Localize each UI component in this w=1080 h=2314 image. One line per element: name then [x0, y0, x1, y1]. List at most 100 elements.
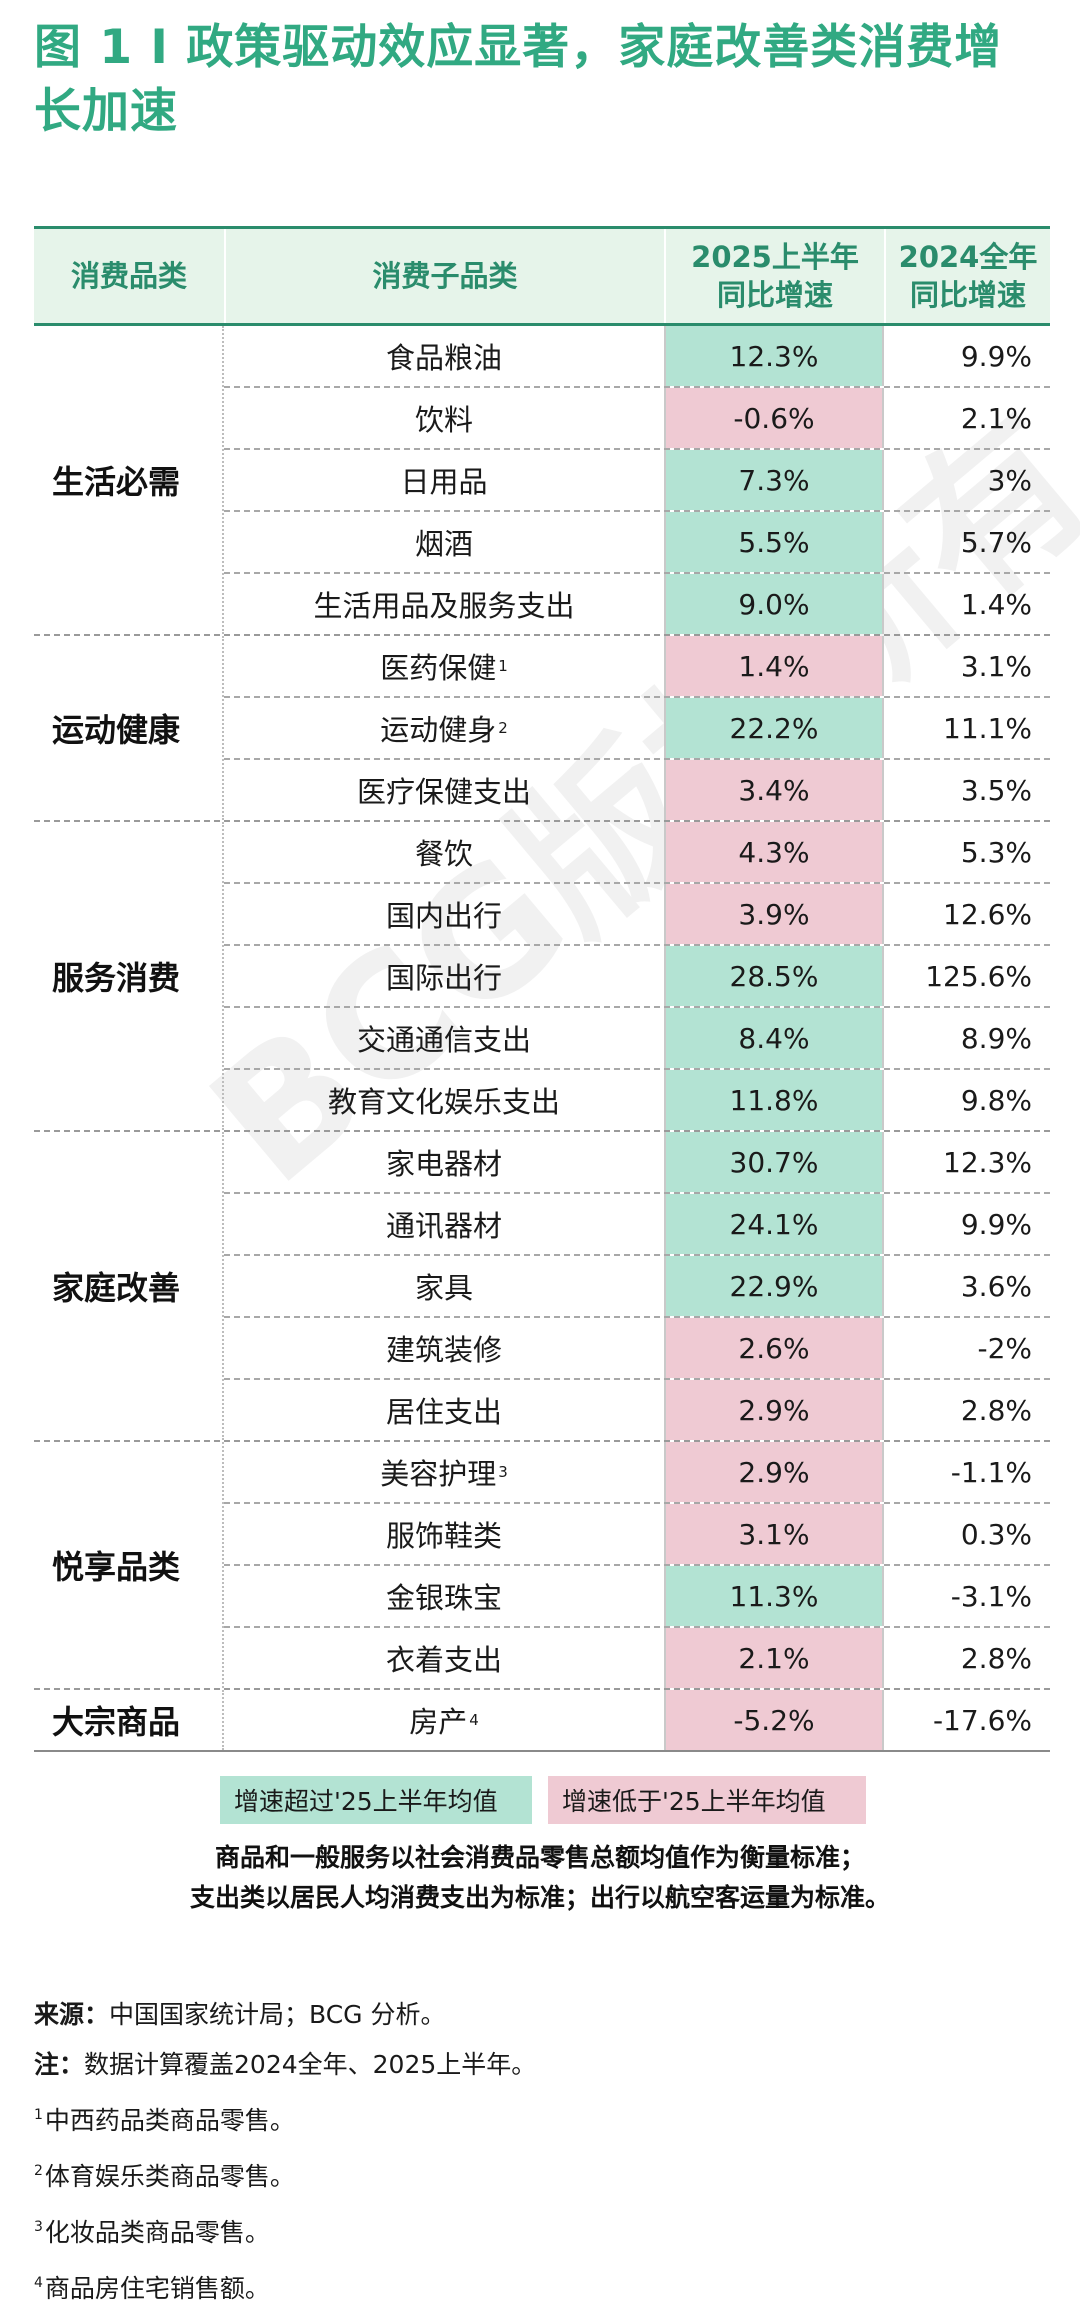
- subcategory-rows: 餐饮 4.3% 5.3% 国内出行 3.9% 12.6% 国际出行 28.5% 125.6% 交通…: [224, 822, 1050, 1130]
- growth-2025-h1-cell: 3.9%: [664, 884, 884, 944]
- subcategory-label: 餐饮: [414, 837, 473, 871]
- table-row: 医疗保健支出 3.4% 3.5%: [224, 758, 1050, 820]
- growth-2024-fy-cell: 5.3%: [960, 835, 1032, 869]
- subcategory-cell: 通讯器材: [224, 1194, 664, 1254]
- subcategory-rows: 美容护理 3 2.9% -1.1% 服饰鞋类 3.1% 0.3% 金银珠宝 11.3% -3.1%…: [224, 1442, 1050, 1688]
- footnote: 4商品房住宅销售额。: [34, 2258, 1034, 2314]
- subcategory-cell: 日用品: [224, 450, 664, 510]
- footnote: 3化妆品类商品零售。: [34, 2202, 1034, 2258]
- growth-2024-fy-cell: 9.8%: [960, 1083, 1032, 1117]
- growth-2024-fy-cell: 2.8%: [960, 1393, 1032, 1427]
- growth-2024-fy-cell: -17.6%: [932, 1703, 1032, 1737]
- growth-2024-fy-cell: 9.9%: [960, 1207, 1032, 1241]
- table-row: 家具 22.9% 3.6%: [224, 1254, 1050, 1316]
- growth-2024-fy-cell: 1.4%: [960, 587, 1032, 621]
- growth-2024-fy-cell: 12.3%: [943, 1145, 1032, 1179]
- growth-2024-fy-cell: 8.9%: [960, 1021, 1032, 1055]
- table-row: 食品粮油 12.3% 9.9%: [224, 326, 1050, 386]
- growth-2024-fy-cell: -1.1%: [950, 1455, 1032, 1489]
- subcategory-label: 房产: [409, 1705, 468, 1739]
- category-name: 生活必需: [34, 326, 224, 634]
- subcategory-cell: 国内出行: [224, 884, 664, 944]
- subcategory-label: 金银珠宝: [385, 1581, 502, 1615]
- subcategory-label: 交通通信支出: [356, 1023, 531, 1057]
- growth-table: 消费品类 消费子品类 2025上半年同比增速 2024全年同比增速 生活必需 食品…: [34, 226, 1050, 1752]
- source-label: 来源：: [34, 2000, 110, 2029]
- category-name: 家庭改善: [34, 1132, 224, 1440]
- footnote-text: 体育娱乐类商品零售。: [44, 2162, 295, 2191]
- footnote-marker: 2: [498, 719, 508, 737]
- table-row: 国内出行 3.9% 12.6%: [224, 882, 1050, 944]
- table-body: 生活必需 食品粮油 12.3% 9.9% 饮料 -0.6% 2.1% 日用品 7.3% 3% 烟酒 5…: [34, 326, 1050, 1752]
- page-title: 图 1 I 政策驱动效应显著，家庭改善类消费增长加速: [34, 20, 1003, 139]
- criteria-line: 商品和一般服务以社会消费品零售总额均值作为衡量标准；: [214, 1843, 865, 1872]
- growth-2024-fy-cell: 125.6%: [925, 959, 1032, 993]
- subcategory-label: 通讯器材: [385, 1209, 502, 1243]
- growth-2024-fy-cell: 3.6%: [960, 1269, 1032, 1303]
- footnote-number: 3: [34, 2219, 43, 2235]
- header-2025-h1: 2025上半年同比增速: [664, 229, 884, 323]
- growth-2024-fy-cell: -2%: [977, 1331, 1032, 1365]
- category-group: 运动健康 医药保健 1 1.4% 3.1% 运动健身 2 22.2% 11.1% 医疗保健支出 3.…: [34, 636, 1050, 822]
- header-2024-fy: 2024全年同比增速: [884, 229, 1050, 323]
- growth-2025-h1-cell: 2.1%: [664, 1628, 884, 1688]
- subcategory-label: 服饰鞋类: [385, 1519, 502, 1553]
- category-group: 生活必需 食品粮油 12.3% 9.9% 饮料 -0.6% 2.1% 日用品 7.3% 3% 烟酒 5…: [34, 326, 1050, 636]
- growth-2025-h1-cell: 4.3%: [664, 822, 884, 882]
- header-category: 消费品类: [70, 259, 187, 293]
- table-row: 居住支出 2.9% 2.8%: [224, 1378, 1050, 1440]
- growth-2025-h1-cell: 30.7%: [664, 1132, 884, 1192]
- subcategory-cell: 交通通信支出: [224, 1008, 664, 1068]
- table-row: 餐饮 4.3% 5.3%: [224, 822, 1050, 882]
- subcategory-label: 饮料: [414, 403, 473, 437]
- subcategory-cell: 家电器材: [224, 1132, 664, 1192]
- subcategory-label: 衣着支出: [385, 1643, 502, 1677]
- category-group: 家庭改善 家电器材 30.7% 12.3% 通讯器材 24.1% 9.9% 家具 22.9% 3.…: [34, 1132, 1050, 1442]
- subcategory-rows: 食品粮油 12.3% 9.9% 饮料 -0.6% 2.1% 日用品 7.3% 3% 烟酒 5.5% 5…: [224, 326, 1050, 634]
- table-row: 医药保健 1 1.4% 3.1%: [224, 636, 1050, 696]
- growth-2025-h1-cell: -5.2%: [664, 1690, 884, 1750]
- subcategory-label: 食品粮油: [385, 341, 502, 375]
- subcategory-label: 美容护理: [380, 1457, 497, 1491]
- growth-2025-h1-cell: 22.2%: [664, 698, 884, 758]
- category-name: 服务消费: [34, 822, 224, 1130]
- subcategory-cell: 衣着支出: [224, 1628, 664, 1688]
- subcategory-label: 运动健身: [380, 713, 497, 747]
- subcategory-cell: 国际出行: [224, 946, 664, 1006]
- growth-2024-fy-cell: 12.6%: [943, 897, 1032, 931]
- note-text: 数据计算覆盖2024全年、2025上半年。: [84, 2050, 537, 2079]
- footnote-marker: 1: [498, 657, 508, 675]
- subcategory-cell: 美容护理 3: [224, 1442, 664, 1502]
- footnote: 1中西药品类商品零售。: [34, 2090, 1034, 2146]
- growth-2025-h1-cell: 28.5%: [664, 946, 884, 1006]
- footnote-text: 中西药品类商品零售。: [44, 2106, 295, 2135]
- legend-above-average: 增速超过'25上半年均值: [220, 1776, 532, 1824]
- source-note: 来源：中国国家统计局；BCG 分析。: [34, 1990, 1034, 2040]
- category-name: 运动健康: [34, 636, 224, 820]
- subcategory-label: 日用品: [400, 465, 488, 499]
- subcategory-label: 家具: [414, 1271, 473, 1305]
- subcategory-cell: 建筑装修: [224, 1318, 664, 1378]
- subcategory-cell: 运动健身 2: [224, 698, 664, 758]
- notes: 来源：中国国家统计局；BCG 分析。 注：数据计算覆盖2024全年、2025上半…: [34, 1990, 1034, 2314]
- growth-2025-h1-cell: 3.4%: [664, 760, 884, 820]
- growth-2025-h1-cell: 2.9%: [664, 1380, 884, 1440]
- subcategory-cell: 家具: [224, 1256, 664, 1316]
- footnote-number: 4: [34, 2275, 43, 2291]
- category-group: 大宗商品 房产 4 -5.2% -17.6%: [34, 1690, 1050, 1752]
- growth-2024-fy-cell: 3.5%: [960, 773, 1032, 807]
- table-row: 衣着支出 2.1% 2.8%: [224, 1626, 1050, 1688]
- growth-2024-fy-cell: 3%: [987, 463, 1032, 497]
- table-row: 生活用品及服务支出 9.0% 1.4%: [224, 572, 1050, 634]
- table-row: 交通通信支出 8.4% 8.9%: [224, 1006, 1050, 1068]
- source-text: 中国国家统计局；BCG 分析。: [109, 2000, 446, 2029]
- subcategory-cell: 餐饮: [224, 822, 664, 882]
- table-row: 饮料 -0.6% 2.1%: [224, 386, 1050, 448]
- growth-2024-fy-cell: 2.8%: [960, 1641, 1032, 1675]
- legend: 增速超过'25上半年均值 增速低于'25上半年均值: [0, 1776, 1080, 1824]
- subcategory-label: 家电器材: [385, 1147, 502, 1181]
- category-group: 服务消费 餐饮 4.3% 5.3% 国内出行 3.9% 12.6% 国际出行 28.5% 125.…: [34, 822, 1050, 1132]
- footnote-marker: 4: [469, 1711, 479, 1729]
- subcategory-label: 建筑装修: [385, 1333, 502, 1367]
- table-row: 通讯器材 24.1% 9.9%: [224, 1192, 1050, 1254]
